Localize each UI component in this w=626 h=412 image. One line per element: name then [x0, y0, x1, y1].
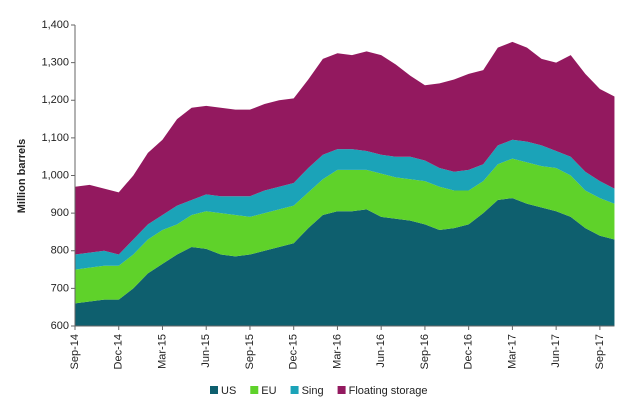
x-tick-label: Sep-16 — [419, 334, 431, 369]
y-tick-label: 1,200 — [41, 94, 69, 106]
x-tick-label: Mar-15 — [156, 334, 168, 369]
legend-label: Floating storage — [349, 385, 428, 397]
x-tick-label: Sep-15 — [244, 334, 256, 369]
y-tick-label: 1,000 — [41, 169, 69, 181]
y-tick-label: 600 — [51, 320, 69, 332]
legend-swatch — [250, 386, 259, 394]
legend-swatch — [210, 386, 218, 394]
y-axis-label: Million barrels — [16, 139, 28, 214]
area — [75, 139, 615, 270]
y-tick-label: 700 — [51, 282, 69, 294]
x-tick-label: Dec-15 — [288, 334, 300, 369]
legend-label: EU — [261, 385, 276, 397]
x-tick-label: Mar-17 — [506, 334, 518, 369]
x-tick-label: Dec-16 — [463, 334, 475, 369]
x-tick-label: Jun-16 — [375, 334, 387, 368]
legend-swatch — [290, 386, 299, 394]
x-tick-label: Jun-15 — [200, 334, 212, 368]
area — [75, 198, 615, 326]
legend-label: Sing — [302, 385, 324, 397]
y-tick-label: 900 — [51, 207, 69, 219]
area — [75, 158, 615, 304]
x-tick-label: Dec-14 — [113, 334, 125, 369]
x-tick-label: Jun-17 — [550, 334, 562, 368]
y-tick-label: 800 — [51, 245, 69, 257]
legend-swatch — [337, 386, 346, 394]
y-tick-label: 1,400 — [41, 19, 69, 31]
x-tick-label: Mar-16 — [331, 334, 343, 369]
x-tick-label: Sep-14 — [69, 334, 81, 369]
y-tick-label: 1,300 — [41, 57, 69, 69]
x-tick-label: Sep-17 — [594, 334, 606, 369]
legend-label: US — [221, 385, 236, 397]
area — [75, 41, 615, 255]
y-tick-label: 1,100 — [41, 132, 69, 144]
